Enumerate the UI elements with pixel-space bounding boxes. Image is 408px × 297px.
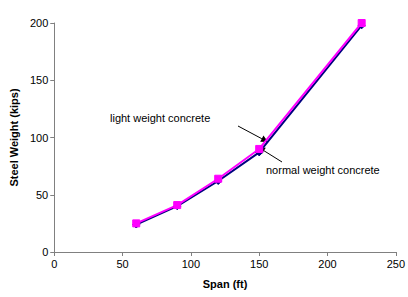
svg-text:light weight concrete: light weight concrete [110, 112, 210, 124]
svg-text:200: 200 [30, 17, 48, 29]
svg-text:100: 100 [182, 258, 200, 270]
svg-text:150: 150 [30, 74, 48, 86]
svg-text:Span (ft): Span (ft) [203, 278, 248, 290]
svg-text:Steel Weight (kips): Steel Weight (kips) [8, 88, 20, 187]
svg-text:0: 0 [51, 258, 57, 270]
svg-text:200: 200 [318, 258, 336, 270]
svg-text:150: 150 [250, 258, 268, 270]
svg-text:100: 100 [30, 132, 48, 144]
svg-text:50: 50 [116, 258, 128, 270]
svg-text:normal weight concrete: normal weight concrete [266, 164, 380, 176]
svg-text:250: 250 [387, 258, 405, 270]
svg-text:0: 0 [42, 246, 48, 258]
svg-text:50: 50 [36, 189, 48, 201]
